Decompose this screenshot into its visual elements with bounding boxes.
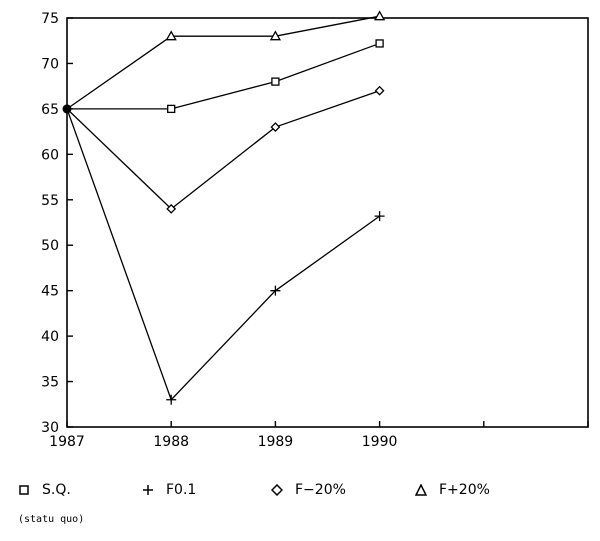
y-tick-label: 70 [41,56,59,72]
data-point-diamond [374,85,385,96]
square-marker-icon [19,485,29,495]
data-point-square [167,104,176,114]
plus-marker-icon [143,485,153,495]
data-point-square [271,77,280,86]
y-tick-label: 35 [41,375,59,391]
data-point-triangle [269,30,282,41]
data-point-square [375,39,384,48]
series-line [66,15,380,110]
x-tick-label: 1987 [49,434,85,450]
x-tick-label: 1988 [153,434,189,450]
data-point-triangle [165,30,177,41]
y-tick-label: 40 [41,329,59,345]
legend-footnote: (statu quo) [18,514,85,525]
y-tick-label: 45 [41,284,59,300]
legend-item-f-plus-20: F+20% [415,482,490,498]
start-point-marker [62,104,72,114]
legend-item-f01: F0.1 [142,482,196,498]
data-point-plus [270,285,281,296]
diamond-marker-icon [271,484,283,496]
data-point-plus [374,211,385,222]
legend-item-sq: S.Q. [18,482,71,498]
y-tick-label: 65 [41,102,59,118]
legend-label-f-plus-20: F+20% [439,482,490,498]
data-point-plus [166,394,177,405]
y-tick-label: 75 [41,11,59,27]
line-chart: 30 35 40 45 50 55 60 65 70 75 1987 1988 1989 1990 [41,10,589,450]
series-line [67,42,380,110]
axes [66,17,589,428]
legend-label-f-minus-20: F−20% [295,482,346,498]
series-diamond [66,85,385,214]
legend-label-f01: F0.1 [166,482,197,498]
legend-label-sq: S.Q. [42,482,71,498]
y-tick-label: 60 [41,147,59,163]
series-line [66,90,380,210]
legend: S.Q. F0.1 F−20% F+20% [0,478,600,508]
series-group [62,10,386,405]
x-axis-ticks: 1987 1988 1989 1990 [49,421,589,450]
triangle-marker-icon [415,484,427,496]
y-axis-ticks: 30 35 40 45 50 55 60 65 70 75 [41,11,73,436]
y-tick-label: 50 [41,238,59,254]
legend-item-f-minus-20: F−20% [271,482,346,498]
data-point-diamond [166,203,177,214]
plot-frame [66,17,589,428]
data-point-triangle [373,10,386,21]
series-triangle [66,10,386,110]
x-tick-label: 1989 [258,434,294,450]
series-line [66,108,380,401]
data-point-diamond [270,122,281,132]
y-tick-label: 30 [41,420,59,436]
series-plus [66,108,385,405]
x-tick-label: 1990 [362,434,398,450]
y-tick-label: 55 [41,193,59,209]
series-square [67,39,384,114]
